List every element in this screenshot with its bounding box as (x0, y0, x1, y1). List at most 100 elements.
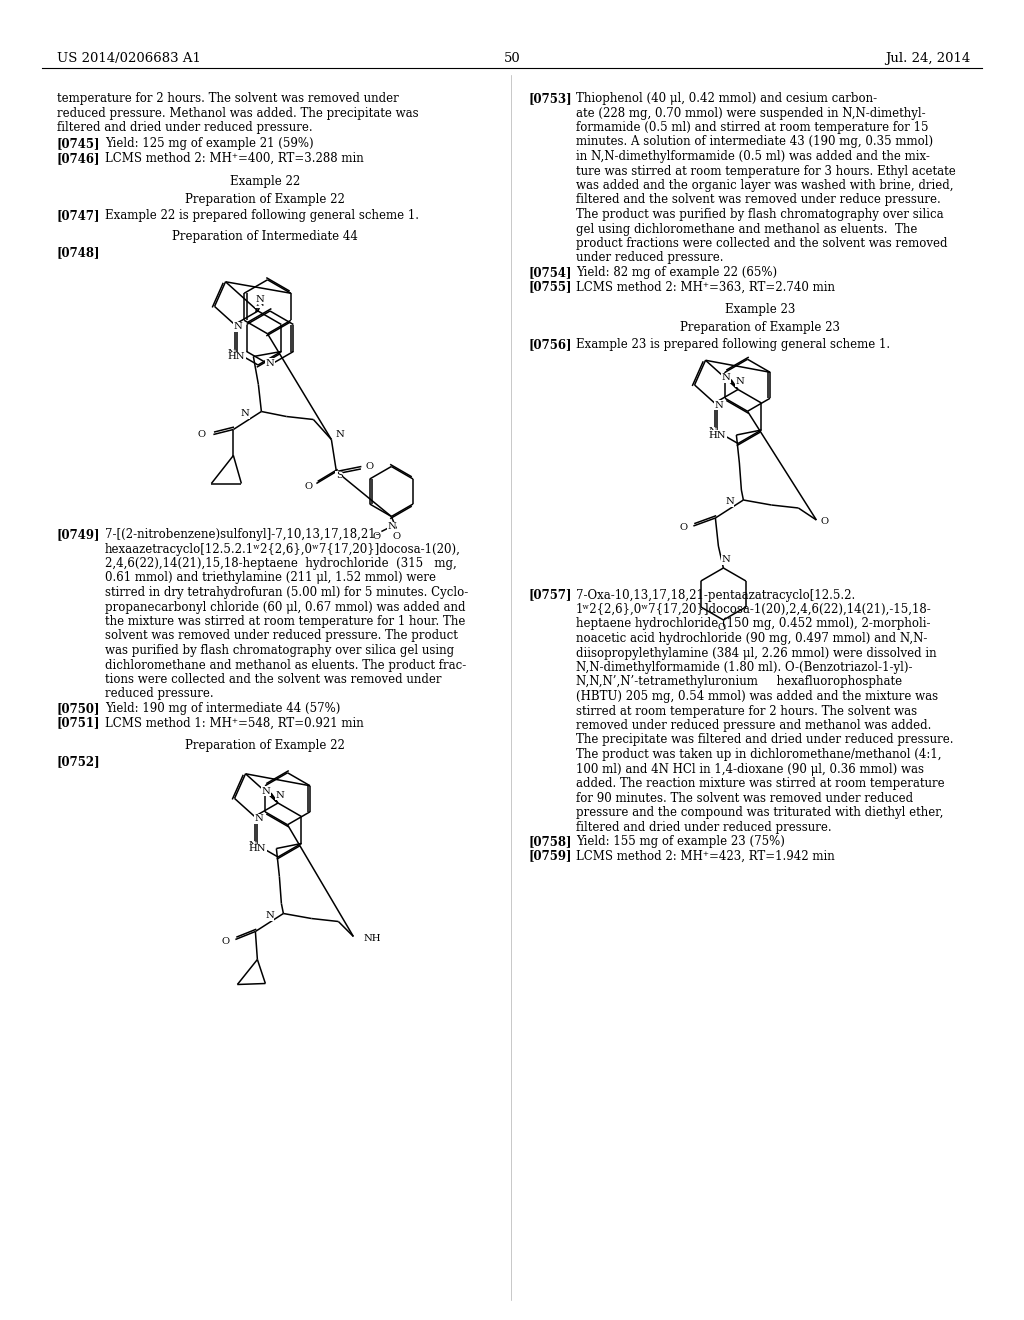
Text: solvent was removed under reduced pressure. The product: solvent was removed under reduced pressu… (105, 630, 458, 643)
Text: pressure and the compound was triturated with diethyl ether,: pressure and the compound was triturated… (575, 807, 943, 818)
Text: in N,N-dimethylformamide (0.5 ml) was added and the mix-: in N,N-dimethylformamide (0.5 ml) was ad… (575, 150, 930, 162)
Text: [0750]: [0750] (57, 702, 100, 715)
Text: [0755]: [0755] (528, 281, 571, 293)
Text: filtered and the solvent was removed under reduce pressure.: filtered and the solvent was removed und… (575, 194, 941, 206)
Text: formamide (0.5 ml) and stirred at room temperature for 15: formamide (0.5 ml) and stirred at room t… (575, 121, 929, 135)
Text: the mixture was stirred at room temperature for 1 hour. The: the mixture was stirred at room temperat… (105, 615, 465, 628)
Text: N: N (241, 409, 250, 418)
Text: [0757]: [0757] (528, 589, 571, 602)
Text: The product was taken up in dichloromethane/methanol (4:1,: The product was taken up in dichlorometh… (575, 748, 941, 762)
Text: Preparation of Example 22: Preparation of Example 22 (185, 739, 345, 752)
Text: N: N (255, 294, 264, 304)
Text: [0749]: [0749] (57, 528, 100, 541)
Text: filtered and dried under reduced pressure.: filtered and dried under reduced pressur… (575, 821, 831, 833)
Text: O: O (392, 532, 400, 541)
Text: N: N (735, 378, 744, 385)
Text: heptaene hydrochloride (150 mg, 0.452 mmol), 2-morpholi-: heptaene hydrochloride (150 mg, 0.452 mm… (575, 618, 931, 631)
Text: for 90 minutes. The solvent was removed under reduced: for 90 minutes. The solvent was removed … (575, 792, 913, 804)
Text: Yield: 125 mg of example 21 (59%): Yield: 125 mg of example 21 (59%) (105, 137, 313, 150)
Text: was purified by flash chromatography over silica gel using: was purified by flash chromatography ove… (105, 644, 454, 657)
Text: N: N (248, 841, 257, 850)
Text: product fractions were collected and the solvent was removed: product fractions were collected and the… (575, 238, 947, 249)
Text: Example 23 is prepared following general scheme 1.: Example 23 is prepared following general… (575, 338, 890, 351)
Text: The precipitate was filtered and dried under reduced pressure.: The precipitate was filtered and dried u… (575, 734, 953, 747)
Text: N: N (387, 521, 395, 531)
Text: [0753]: [0753] (528, 92, 571, 106)
Text: [0756]: [0756] (528, 338, 571, 351)
Text: LCMS method 2: MH⁺=423, RT=1.942 min: LCMS method 2: MH⁺=423, RT=1.942 min (575, 850, 835, 862)
Text: US 2014/0206683 A1: US 2014/0206683 A1 (57, 51, 201, 65)
Text: Example 23: Example 23 (725, 304, 796, 315)
Text: N: N (275, 791, 285, 800)
Text: [0745]: [0745] (57, 137, 100, 150)
Text: 1ʷ2{2,6},0ʷ7{17,20}]docosa-1(20),2,4,6(22),14(21),-15,18-: 1ʷ2{2,6},0ʷ7{17,20}]docosa-1(20),2,4,6(2… (575, 603, 932, 616)
Text: [0748]: [0748] (57, 247, 100, 260)
Text: HN: HN (228, 352, 246, 360)
Text: Thiophenol (40 μl, 0.42 mmol) and cesium carbon-: Thiophenol (40 μl, 0.42 mmol) and cesium… (575, 92, 878, 106)
Text: [0751]: [0751] (57, 717, 100, 730)
Text: [0754]: [0754] (528, 267, 571, 279)
Text: N: N (721, 556, 730, 565)
Text: noacetic acid hydrochloride (90 mg, 0.497 mmol) and N,N-: noacetic acid hydrochloride (90 mg, 0.49… (575, 632, 928, 645)
Text: NH: NH (364, 935, 381, 942)
Text: HN: HN (709, 430, 726, 440)
Text: ture was stirred at room temperature for 3 hours. Ethyl acetate: ture was stirred at room temperature for… (575, 165, 955, 177)
Text: stirred in dry tetrahydrofuran (5.00 ml) for 5 minutes. Cyclo-: stirred in dry tetrahydrofuran (5.00 ml)… (105, 586, 468, 599)
Text: hexaazetracyclo[12.5.2.1ʷ2{2,6},0ʷ7{17,20}]docosa-1(20),: hexaazetracyclo[12.5.2.1ʷ2{2,6},0ʷ7{17,2… (105, 543, 461, 556)
Text: 100 ml) and 4N HCl in 1,4-dioxane (90 μl, 0.36 mmol) was: 100 ml) and 4N HCl in 1,4-dioxane (90 μl… (575, 763, 924, 776)
Text: stirred at room temperature for 2 hours. The solvent was: stirred at room temperature for 2 hours.… (575, 705, 918, 718)
Text: 0.61 mmol) and triethylamine (211 μl, 1.52 mmol) were: 0.61 mmol) and triethylamine (211 μl, 1.… (105, 572, 436, 585)
Text: N: N (254, 814, 263, 822)
Text: N: N (335, 430, 344, 440)
Text: N: N (256, 298, 264, 308)
Text: Preparation of Example 22: Preparation of Example 22 (185, 193, 345, 206)
Text: [0752]: [0752] (57, 755, 100, 768)
Text: added. The reaction mixture was stirred at room temperature: added. The reaction mixture was stirred … (575, 777, 944, 789)
Text: 2,4,6(22),14(21),15,18-heptaene  hydrochloride  (315   mg,: 2,4,6(22),14(21),15,18-heptaene hydrochl… (105, 557, 457, 570)
Text: tions were collected and the solvent was removed under: tions were collected and the solvent was… (105, 673, 441, 686)
Text: Jul. 24, 2014: Jul. 24, 2014 (885, 51, 970, 65)
Text: N: N (265, 911, 273, 920)
Text: HN: HN (249, 843, 266, 853)
Text: LCMS method 2: MH⁺=363, RT=2.740 min: LCMS method 2: MH⁺=363, RT=2.740 min (575, 281, 835, 293)
Text: dichloromethane and methanol as eluents. The product frac-: dichloromethane and methanol as eluents.… (105, 659, 466, 672)
Text: Preparation of Example 23: Preparation of Example 23 (680, 322, 840, 334)
Text: N,N,N’,N’-tetramethyluronium     hexafluorophosphate: N,N,N’,N’-tetramethyluronium hexafluorop… (575, 676, 902, 689)
Text: O: O (221, 937, 229, 946)
Text: gel using dichloromethane and methanol as eluents.  The: gel using dichloromethane and methanol a… (575, 223, 918, 235)
Text: filtered and dried under reduced pressure.: filtered and dried under reduced pressur… (57, 121, 312, 135)
Text: The product was purified by flash chromatography over silica: The product was purified by flash chroma… (575, 209, 944, 220)
Text: Example 22: Example 22 (229, 174, 300, 187)
Text: N: N (265, 359, 274, 367)
Text: 7-Oxa-10,13,17,18,21-pentaazatracyclo[12.5.2.: 7-Oxa-10,13,17,18,21-pentaazatracyclo[12… (575, 589, 855, 602)
Text: Preparation of Intermediate 44: Preparation of Intermediate 44 (172, 230, 358, 243)
Text: [0758]: [0758] (528, 836, 571, 847)
Text: [0746]: [0746] (57, 152, 100, 165)
Text: N: N (722, 374, 730, 381)
Text: 7-[(2-nitrobenzene)sulfonyl]-7,10,13,17,18,21-: 7-[(2-nitrobenzene)sulfonyl]-7,10,13,17,… (105, 528, 380, 541)
Text: N: N (233, 322, 242, 331)
Text: was added and the organic layer was washed with brine, dried,: was added and the organic layer was wash… (575, 180, 953, 191)
Text: [0747]: [0747] (57, 210, 100, 223)
Text: LCMS method 2: MH⁺=400, RT=3.288 min: LCMS method 2: MH⁺=400, RT=3.288 min (105, 152, 364, 165)
Text: O: O (304, 482, 312, 491)
Text: minutes. A solution of intermediate 43 (190 mg, 0.35 mmol): minutes. A solution of intermediate 43 (… (575, 136, 933, 149)
Text: N: N (715, 400, 723, 409)
Text: O: O (366, 462, 374, 471)
Text: Example 22 is prepared following general scheme 1.: Example 22 is prepared following general… (105, 210, 419, 223)
Text: O: O (718, 623, 725, 632)
Text: reduced pressure.: reduced pressure. (105, 688, 214, 701)
Text: N: N (261, 787, 270, 796)
Text: reduced pressure. Methanol was added. The precipitate was: reduced pressure. Methanol was added. Th… (57, 107, 419, 120)
Text: O: O (198, 430, 206, 440)
Text: O: O (820, 517, 828, 527)
Text: ate (228 mg, 0.70 mmol) were suspended in N,N-dimethyl-: ate (228 mg, 0.70 mmol) were suspended i… (575, 107, 926, 120)
Text: Yield: 155 mg of example 23 (75%): Yield: 155 mg of example 23 (75%) (575, 836, 784, 847)
Text: Yield: 190 mg of intermediate 44 (57%): Yield: 190 mg of intermediate 44 (57%) (105, 702, 340, 715)
Text: [0759]: [0759] (528, 850, 571, 862)
Text: temperature for 2 hours. The solvent was removed under: temperature for 2 hours. The solvent was… (57, 92, 398, 106)
Text: propanecarbonyl chloride (60 μl, 0.67 mmol) was added and: propanecarbonyl chloride (60 μl, 0.67 mm… (105, 601, 466, 614)
Text: N: N (725, 498, 734, 507)
Text: S: S (336, 471, 343, 480)
Text: N: N (227, 348, 236, 358)
